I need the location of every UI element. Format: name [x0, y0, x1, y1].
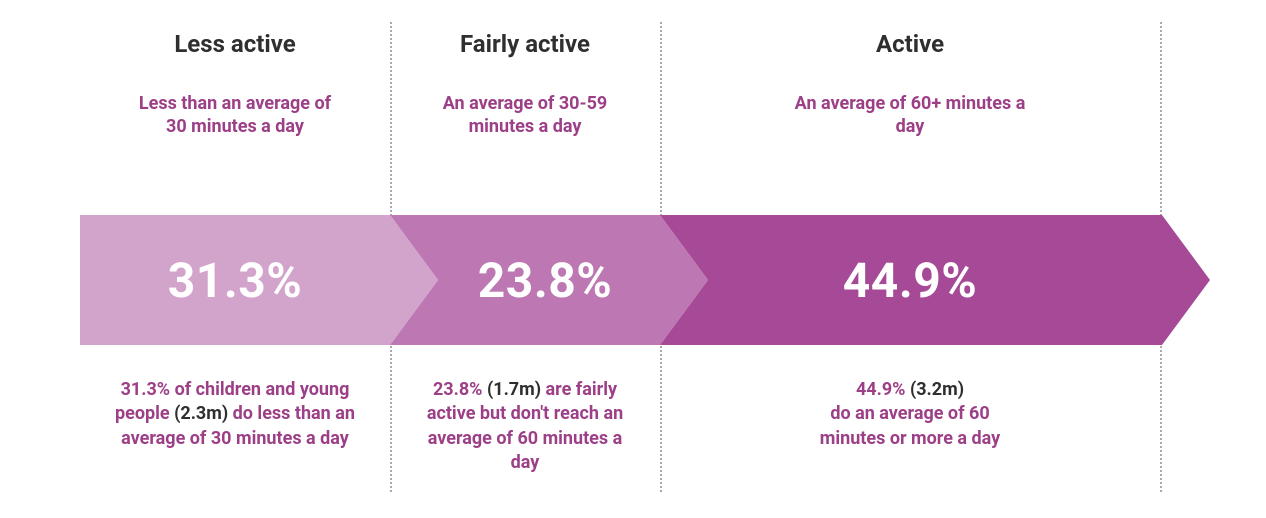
pct-fairly-active: 23.8% [410, 215, 680, 345]
desc-count: (1.7m) [487, 379, 541, 400]
pct-active: 44.9% [660, 215, 1160, 345]
heading-less-active: Less active [80, 30, 390, 58]
infographic-container: Less active Less than an average of 30 m… [80, 0, 1210, 518]
desc-pre: 23.8% [433, 379, 487, 400]
arrow-band: 31.3% 23.8% 44.9% [80, 215, 1210, 345]
desc-pre: 44.9% [856, 379, 910, 400]
desc-active: 44.9% (3.2m) do an average of 60 minutes… [800, 378, 1020, 451]
subhead-less-active: Less than an average of 30 minutes a day [130, 92, 340, 139]
subhead-fairly-active: An average of 30-59 minutes a day [410, 92, 640, 139]
subhead-active: An average of 60+ minutes a day [790, 92, 1030, 139]
pct-less-active: 31.3% [80, 215, 390, 345]
desc-fairly-active: 23.8% (1.7m) are fairly active but don't… [415, 378, 635, 475]
desc-post: do an average of 60 minutes or more a da… [820, 403, 1000, 448]
heading-fairly-active: Fairly active [390, 30, 660, 58]
desc-less-active: 31.3% of children and young people (2.3m… [110, 378, 360, 451]
desc-count: (2.3m) [174, 403, 228, 424]
desc-count: (3.2m) [910, 379, 964, 400]
heading-active: Active [660, 30, 1160, 58]
